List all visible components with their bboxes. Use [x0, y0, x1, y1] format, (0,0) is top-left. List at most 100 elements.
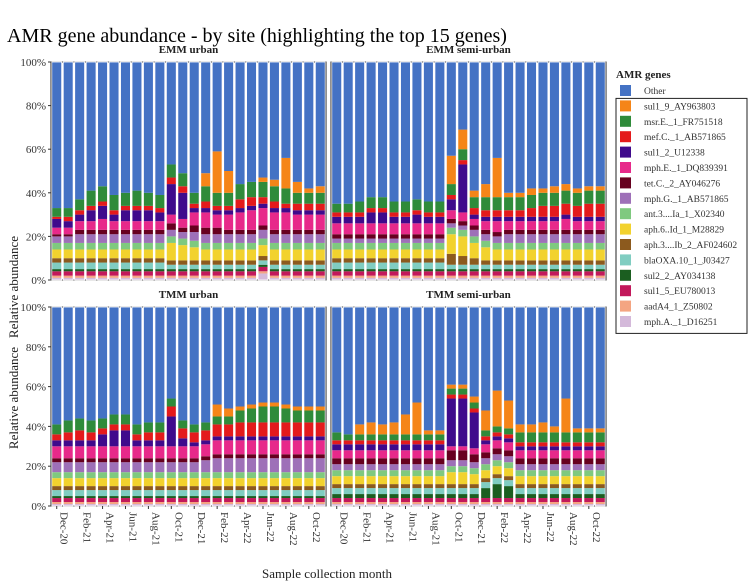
bar-segment	[434, 476, 445, 485]
bar-segment	[457, 264, 468, 270]
bar-segment	[74, 258, 85, 263]
bar-segment	[354, 434, 365, 441]
bar-outline	[108, 61, 120, 281]
bar-segment	[120, 271, 131, 276]
bar-segment	[258, 486, 268, 491]
bar-segment	[469, 62, 480, 191]
bar-segment	[292, 307, 303, 407]
bar-segment	[269, 504, 280, 506]
bar-segment	[560, 450, 571, 459]
bar-segment	[423, 488, 434, 495]
bar-outline	[549, 61, 560, 281]
bar-segment	[400, 470, 411, 477]
bar-segment	[189, 260, 200, 265]
bar-segment	[212, 498, 223, 503]
bar-segment	[86, 486, 97, 491]
bar-outline	[97, 61, 108, 281]
bar-segment	[143, 269, 154, 272]
bar-segment	[235, 277, 245, 280]
bar-segment	[331, 498, 342, 503]
bar-segment	[154, 221, 165, 230]
bar-segment	[246, 440, 257, 455]
bar-segment	[389, 258, 399, 263]
bar-segment	[63, 307, 74, 421]
bar-segment	[412, 271, 422, 276]
bar-segment	[189, 203, 200, 209]
bar-segment	[315, 203, 326, 211]
bar-segment	[315, 210, 326, 215]
bar-segment	[258, 458, 268, 473]
bar-outline	[246, 61, 257, 281]
bar-segment	[400, 414, 411, 435]
bar-segment	[109, 269, 119, 272]
bar-segment	[109, 249, 119, 259]
bar-segment	[560, 260, 571, 265]
bar-segment	[235, 458, 245, 473]
bar-segment	[469, 214, 480, 219]
bar-segment	[166, 242, 177, 261]
bar-segment	[434, 201, 445, 213]
x-tick-label: Dec-21	[195, 512, 207, 544]
bar-segment	[143, 234, 154, 243]
bar-segment	[246, 502, 257, 505]
bar-segment	[63, 269, 74, 272]
y-tick-label: 100%	[20, 302, 46, 314]
bar-segment	[143, 307, 154, 423]
bar-segment	[269, 208, 280, 213]
bar-segment	[235, 422, 245, 437]
bar-segment	[526, 494, 537, 499]
bar-segment	[515, 234, 525, 243]
x-tick-label: Aug-22	[567, 512, 579, 546]
bar-segment	[480, 247, 491, 261]
bar-segment	[400, 223, 411, 235]
bar-segment	[166, 406, 177, 417]
bar-segment	[189, 307, 200, 425]
bar-segment	[200, 422, 211, 431]
bar-segment	[572, 307, 583, 429]
bar-segment	[457, 494, 468, 499]
bar-segment	[63, 242, 74, 250]
bar-segment	[366, 208, 377, 213]
bar-segment	[412, 199, 422, 211]
bar-segment	[572, 269, 583, 272]
bar-segment	[354, 440, 365, 445]
bar-segment	[109, 424, 119, 431]
bar-segment	[246, 504, 257, 506]
bar-segment	[177, 502, 188, 505]
bar-segment	[412, 444, 422, 451]
bar-segment	[189, 504, 200, 506]
bar-segment	[400, 216, 411, 224]
bar-segment	[154, 208, 165, 213]
bar-segment	[377, 249, 388, 259]
bar-segment	[572, 188, 583, 193]
bar-segment	[97, 205, 108, 219]
bar-segment	[503, 234, 514, 243]
bar-segment	[166, 472, 177, 479]
bar-outline	[223, 61, 234, 281]
bar-segment	[74, 430, 85, 441]
bar-segment	[446, 234, 457, 254]
bar-segment	[377, 434, 388, 441]
bar-segment	[549, 476, 560, 485]
bar-segment	[480, 488, 491, 499]
bar-segment	[480, 277, 491, 280]
bar-segment	[74, 234, 85, 243]
bar-segment	[154, 490, 165, 497]
bar-segment	[86, 472, 97, 479]
bar-segment	[303, 502, 314, 505]
bar-segment	[492, 236, 503, 243]
bar-segment	[132, 307, 142, 425]
bar-segment	[143, 262, 154, 270]
bar-segment	[331, 262, 342, 270]
bar-segment	[560, 249, 571, 261]
bar-segment	[377, 484, 388, 489]
bar-segment	[223, 205, 234, 211]
bar-segment	[492, 478, 503, 485]
bar-segment	[400, 275, 411, 278]
bar-segment	[246, 62, 257, 182]
bar-segment	[549, 277, 560, 280]
bar-segment	[200, 504, 211, 506]
x-tick-label: Jun-22	[544, 512, 556, 542]
bar-segment	[166, 229, 177, 237]
bar-segment	[235, 242, 245, 250]
